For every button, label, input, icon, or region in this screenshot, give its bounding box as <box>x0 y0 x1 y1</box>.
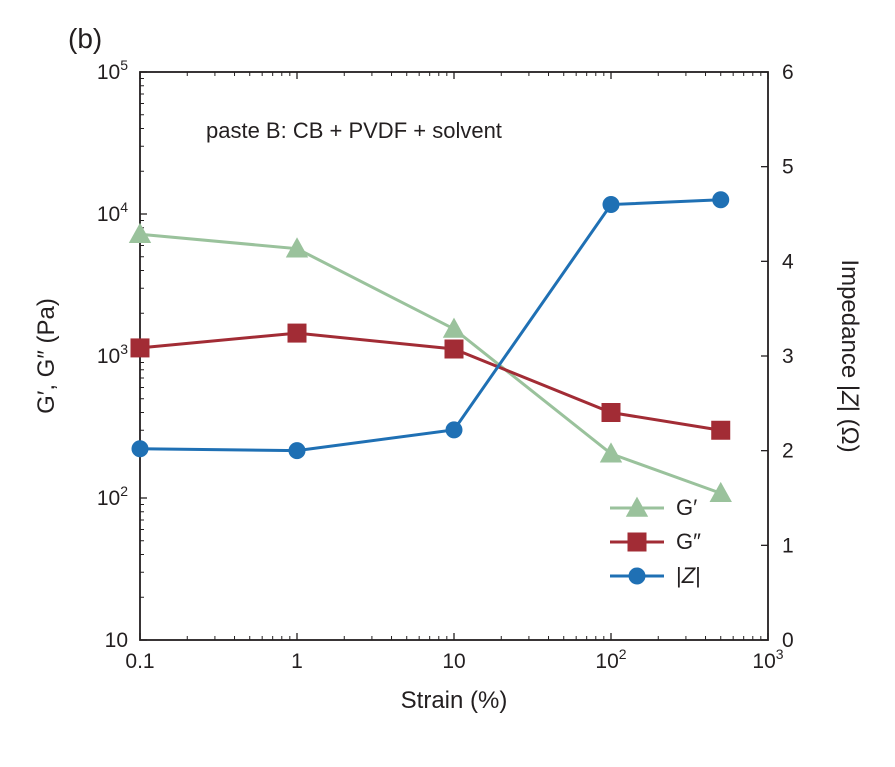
y-left-axis-label: G′, G″ (Pa) <box>33 298 60 414</box>
yr-tick-label: 5 <box>782 156 794 179</box>
x-tick-label: 10 <box>442 650 465 673</box>
yr-tick-label: 6 <box>782 61 794 84</box>
x-tick-label: 0.1 <box>125 650 154 673</box>
chart-svg: 0.1110102103Strain (%)10102103104105G′, … <box>0 0 895 767</box>
legend-label-Zabs: |Z| <box>676 563 701 588</box>
panel-text: paste B: CB + PVDF + solvent <box>206 118 502 143</box>
legend-label-Gdoubleprime: G″ <box>676 529 701 554</box>
y-right-axis-label: Impedance |Z| (Ω) <box>836 259 863 452</box>
figure-container: 0.1110102103Strain (%)10102103104105G′, … <box>0 0 895 767</box>
yr-tick-label: 0 <box>782 629 794 652</box>
yl-tick-label: 10 <box>105 629 128 652</box>
x-axis-label: Strain (%) <box>401 687 508 714</box>
yr-tick-label: 3 <box>782 345 794 368</box>
x-tick-label: 1 <box>291 650 303 673</box>
yr-tick-label: 2 <box>782 440 794 463</box>
yr-tick-label: 1 <box>782 534 794 557</box>
panel-label: (b) <box>68 23 102 54</box>
legend-label-Gprime: G′ <box>676 495 697 520</box>
yr-tick-label: 4 <box>782 250 794 273</box>
